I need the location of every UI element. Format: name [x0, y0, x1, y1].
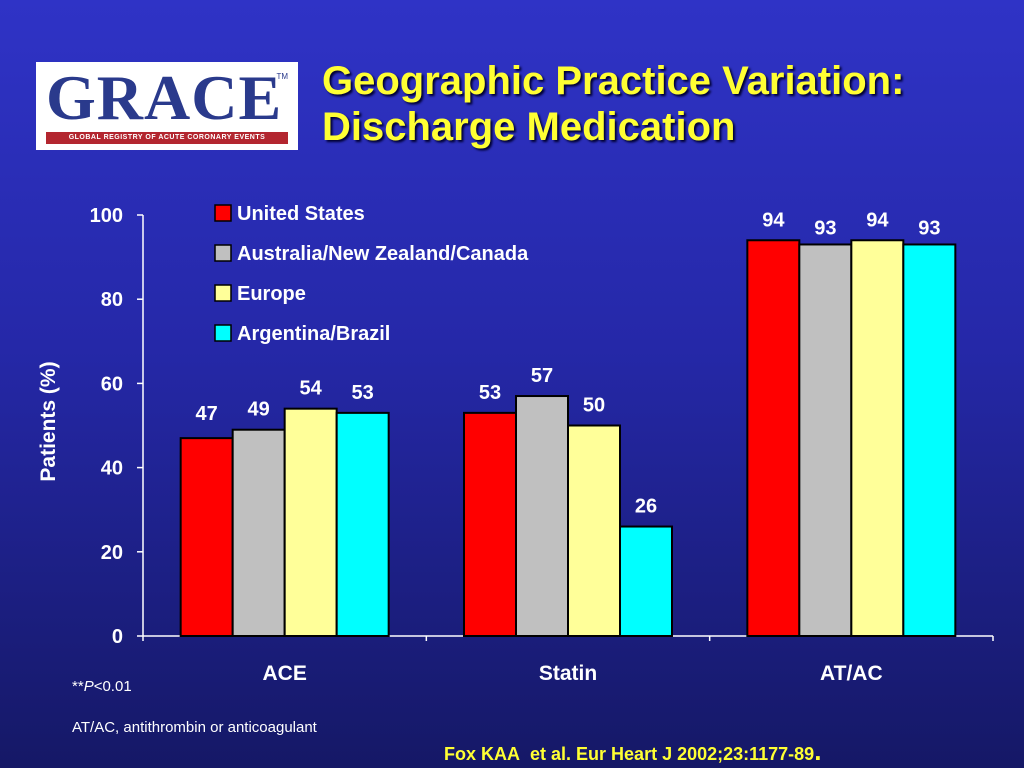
chart-axes: 0 20 40 60 80 100 Patients (%) ACE Statin AT/AC — [37, 205, 994, 685]
bar — [619, 525, 673, 637]
significance-p: P — [83, 678, 94, 695]
bar — [283, 407, 338, 637]
logo-tagline: GLOBAL REGISTRY OF ACUTE CORONARY EVENTS — [46, 132, 288, 144]
data-label: 54 — [300, 378, 323, 400]
bar — [463, 411, 517, 637]
significance-threshold: <0.01 — [93, 678, 132, 695]
data-label: 94 — [762, 209, 785, 231]
bar — [567, 424, 621, 637]
citation-authors: Fox KAA — [444, 744, 520, 764]
y-tick-label: 0 — [112, 626, 123, 648]
grace-logo: GRACE TM GLOBAL REGISTRY OF ACUTE CORONA… — [36, 62, 298, 150]
data-label: 57 — [531, 365, 553, 387]
bar — [798, 243, 853, 637]
citation-source: et al. Eur Heart J 2002;23:1177-89 — [530, 744, 815, 764]
chart-legend: United States Australia/New Zealand/Canad… — [214, 203, 529, 345]
legend-swatch — [214, 284, 232, 302]
y-axis-title: Patients (%) — [37, 361, 60, 481]
data-label: 47 — [196, 403, 218, 425]
legend-label: United States — [237, 203, 365, 225]
slide-title-line-1: Geographic Practice Variation: — [322, 59, 905, 103]
legend-swatch — [214, 244, 232, 262]
data-label: 49 — [248, 399, 270, 421]
bar — [746, 239, 801, 637]
abbreviation-footnote: AT/AC, antithrombin or anticoagulant — [72, 719, 317, 736]
bar — [335, 411, 390, 637]
slide-title: Geographic Practice Variation: Discharge… — [322, 58, 904, 150]
data-label: 50 — [583, 395, 605, 417]
legend-label: Australia/New Zealand/Canada — [237, 243, 529, 265]
logo-trademark: TM — [276, 72, 288, 81]
bar — [850, 239, 905, 637]
legend-swatch — [214, 324, 232, 342]
citation: Fox KAA et al. Eur Heart J 2002;23:1177-… — [444, 736, 821, 767]
bar — [179, 437, 234, 637]
legend-label: Europe — [237, 283, 306, 305]
x-tick-label: AT/AC — [820, 662, 883, 685]
legend-swatch — [214, 204, 232, 222]
y-tick-label: 20 — [101, 542, 123, 564]
y-tick-label: 60 — [101, 373, 123, 395]
significance-footnote: **P<0.01 — [72, 678, 132, 695]
bar — [231, 428, 286, 637]
chart-bars — [179, 239, 957, 637]
bar — [515, 395, 569, 637]
data-label: 26 — [635, 496, 657, 518]
data-label: 53 — [479, 382, 501, 404]
slide-title-line-2: Discharge Medication — [322, 105, 736, 149]
x-tick-label: Statin — [539, 662, 597, 685]
x-tick-label: ACE — [262, 662, 306, 685]
y-tick-label: 40 — [101, 458, 123, 480]
y-tick-label: 100 — [90, 205, 123, 227]
significance-stars: ** — [72, 678, 84, 695]
data-label: 93 — [814, 217, 836, 239]
y-tick-label: 80 — [101, 289, 123, 311]
data-label: 94 — [866, 209, 889, 231]
data-label: 93 — [918, 217, 940, 239]
chart-data-labels: 47 49 54 53 53 57 50 26 94 93 94 93 — [196, 209, 941, 517]
legend-label: Argentina/Brazil — [237, 323, 390, 345]
bar — [902, 243, 957, 637]
logo-wordmark: GRACE — [46, 62, 283, 133]
citation-period: . — [814, 736, 822, 766]
data-label: 53 — [352, 382, 374, 404]
